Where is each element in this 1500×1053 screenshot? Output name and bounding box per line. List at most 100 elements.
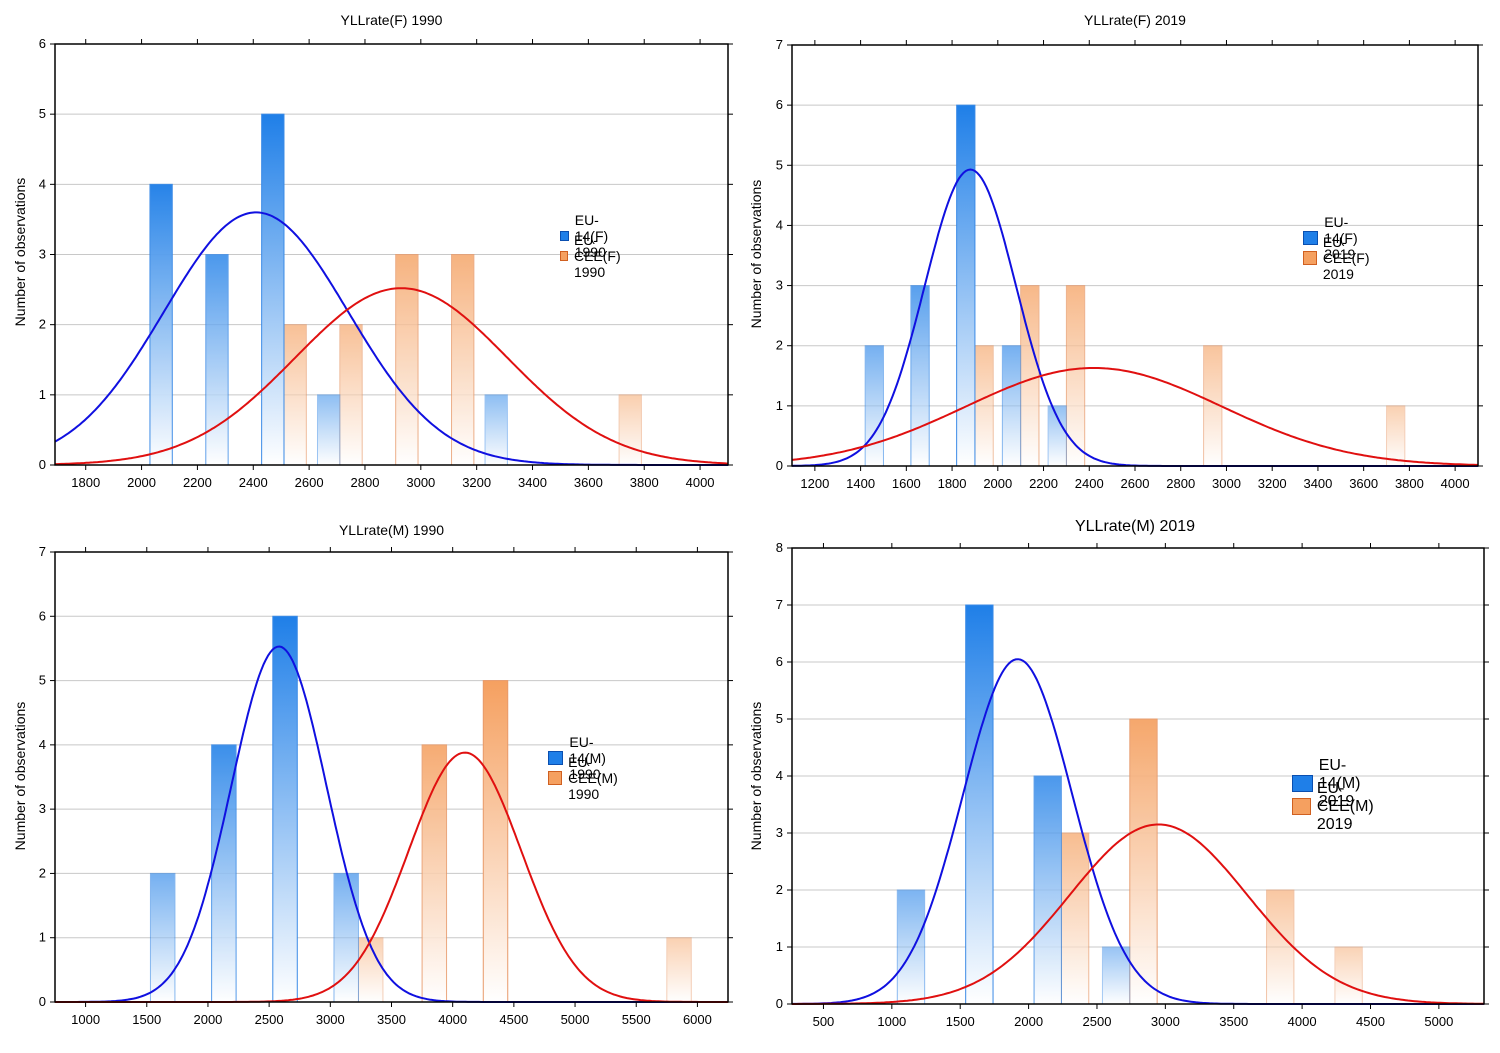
histogram-bar-eu14: [965, 604, 994, 1005]
legend-item: EU-CEE(M) 2019: [1292, 780, 1387, 833]
chart-title: YLLrate(M) 2019: [1074, 518, 1196, 535]
y-tick-label: 4: [39, 176, 46, 191]
x-tick-label: 3400: [518, 475, 547, 490]
y-tick-label: 5: [776, 157, 783, 172]
legend-swatch-eu14: [1303, 231, 1319, 245]
y-tick-label: 2: [39, 317, 46, 332]
normal-curve-eucee: [791, 367, 1478, 466]
y-tick-label: 6: [776, 97, 783, 112]
legend-label: EU-14(F) 1990: [574, 212, 609, 260]
x-tick-label: 3500: [1219, 1014, 1248, 1029]
y-tick-label: 1: [776, 398, 783, 413]
histogram-bar-eu14: [1033, 775, 1062, 1005]
y-tick-label: 3: [39, 801, 46, 816]
x-tick-label: 500: [813, 1014, 835, 1029]
y-tick-label: 5: [39, 106, 46, 121]
y-tick-label: 2: [39, 865, 46, 880]
x-tick-label: 1800: [71, 475, 100, 490]
y-tick-label: 3: [776, 278, 783, 293]
legend-label: EU-CEE(M) 1990: [568, 754, 618, 802]
histogram-bar-eu14: [1101, 946, 1131, 1005]
chart-legend: EU-14(F) 1990 EU-CEE(F) 1990: [560, 212, 627, 280]
histogram-bar-eu14: [896, 889, 926, 1005]
legend-swatch-eucee: [1292, 798, 1311, 815]
legend-swatch-eu14: [1292, 775, 1313, 792]
y-tick-label: 4: [776, 217, 783, 232]
x-tick-label: 1200: [800, 476, 829, 491]
x-tick-label: 3800: [630, 475, 659, 490]
legend-item: EU-CEE(F) 2019: [1303, 234, 1380, 282]
histogram-bar-eu14: [333, 872, 359, 1003]
x-tick-label: 2200: [183, 475, 212, 490]
x-tick-label: 2000: [983, 476, 1012, 491]
x-tick-label: 3000: [1151, 1014, 1180, 1029]
chart-legend: EU-14(M) 1990 EU-CEE(M) 1990: [548, 734, 628, 802]
y-tick-label: 7: [776, 37, 783, 52]
chart-plot: 0 1 2 3 4 5 6 1800 2000 2200 2400 2600 2800 3000 3200 3…: [39, 36, 733, 490]
legend-label: EU-14(M) 1990: [569, 734, 606, 782]
x-tick-label: 2800: [1166, 476, 1195, 491]
x-tick-label: 1500: [946, 1014, 975, 1029]
y-tick-label: 7: [776, 597, 783, 612]
x-tick-label: 4000: [686, 475, 715, 490]
y-tick-label: 7: [39, 544, 46, 559]
y-tick-label: 1: [776, 939, 783, 954]
x-tick-label: 3200: [1258, 476, 1287, 491]
chart-title: YLLrate(F) 2019: [1084, 12, 1186, 28]
x-tick-label: 2800: [351, 475, 380, 490]
y-tick-label: 1: [39, 930, 46, 945]
histogram-bar-eucee: [1334, 946, 1363, 1005]
histogram-bar-eucee: [1060, 832, 1090, 1005]
legend-swatch-eu14: [560, 231, 569, 241]
legend-label: EU-CEE(F) 2019: [1322, 234, 1370, 282]
x-tick-label: 5500: [622, 1012, 651, 1027]
x-tick-label: 1800: [938, 476, 967, 491]
y-tick-label: 2: [776, 338, 783, 353]
legend-label: EU-14(M) 2019: [1318, 756, 1361, 810]
legend-swatch-eucee: [548, 771, 563, 785]
y-tick-label: 6: [39, 608, 46, 623]
x-tick-label: 4500: [1356, 1014, 1385, 1029]
y-tick-label: 6: [776, 654, 783, 669]
x-tick-label: 2500: [1083, 1014, 1112, 1029]
chart-plot: 0 1 2 3 4 5 6 7 1000 1500 2000 2500 3000 3500 4000 4500…: [39, 544, 733, 1027]
x-tick-label: 2200: [1029, 476, 1058, 491]
x-tick-label: 3600: [1349, 476, 1378, 491]
chart-title: YLLrate(M) 1990: [338, 522, 445, 538]
legend-item: EU-14(F) 1990: [560, 212, 627, 260]
x-tick-label: 6000: [683, 1012, 712, 1027]
x-tick-label: 3000: [1212, 476, 1241, 491]
x-tick-label: 4000: [438, 1012, 467, 1027]
x-tick-label: 4500: [499, 1012, 528, 1027]
y-tick-label: 0: [39, 994, 46, 1009]
legend-label: EU-CEE(F) 1990: [573, 232, 621, 280]
x-tick-label: 3500: [377, 1012, 406, 1027]
legend-swatch-eu14: [548, 751, 564, 765]
chart-plot: 0 1 2 3 4 5 6 7 1200 1400 1600 1800 2000 2200 2400 2600…: [776, 37, 1483, 491]
y-tick-label: 5: [776, 711, 783, 726]
x-tick-label: 2400: [239, 475, 268, 490]
normal-curve-eucee: [55, 287, 729, 466]
x-tick-label: 5000: [1424, 1014, 1453, 1029]
x-tick-label: 3600: [574, 475, 603, 490]
x-tick-label: 3800: [1395, 476, 1424, 491]
y-tick-label: 4: [39, 737, 46, 752]
x-tick-label: 4000: [1441, 476, 1470, 491]
legend-item: EU-14(F) 2019: [1303, 214, 1380, 262]
x-tick-label: 3400: [1303, 476, 1332, 491]
y-tick-label: 2: [776, 882, 783, 897]
legend-item: EU-14(M) 2019: [1292, 757, 1387, 810]
y-tick-label: 3: [776, 825, 783, 840]
normal-curve-eucee: [792, 823, 1484, 1005]
legend-label: EU-CEE(M) 2019: [1316, 779, 1374, 833]
x-tick-label: 2600: [295, 475, 324, 490]
y-tick-label: 6: [39, 36, 46, 51]
histogram-bar-eucee: [1266, 889, 1295, 1005]
x-tick-label: 2000: [193, 1012, 222, 1027]
y-tick-label: 1: [39, 387, 46, 402]
chart-legend: EU-14(M) 2019 EU-CEE(M) 2019: [1292, 757, 1387, 833]
histogram-bar-eu14: [272, 615, 298, 1003]
chart-title: YLLrate(F) 1990: [340, 12, 443, 28]
x-tick-label: 1600: [892, 476, 921, 491]
x-tick-label: 2400: [1075, 476, 1104, 491]
